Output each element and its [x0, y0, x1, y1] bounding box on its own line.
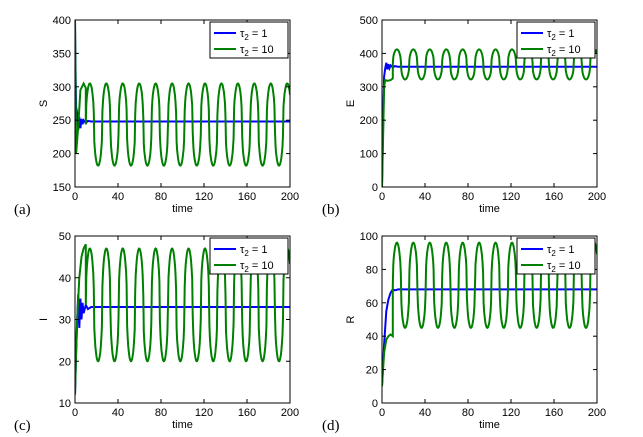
x-tick-label: 80	[155, 407, 167, 419]
legend-entry: τ2 = 1	[547, 244, 574, 258]
x-tick-label: 0	[379, 407, 385, 419]
panel-label: (c)	[14, 418, 31, 434]
series-line-tau2-1	[382, 62, 597, 187]
y-tick-label: 40	[366, 331, 378, 343]
x-tick-label: 160	[545, 407, 563, 419]
x-axis-label: time	[172, 203, 193, 215]
x-tick-label: 120	[195, 407, 213, 419]
legend-entry: τ2 = 1	[240, 28, 267, 42]
x-tick-label: 120	[195, 191, 213, 203]
series-line-tau2-1	[382, 288, 597, 387]
chart-panel-1: 0 40 80 120 160 200 150 200 250 300 350 400 time S (a)…	[14, 15, 299, 218]
x-tick-label: 80	[462, 191, 474, 203]
legend-box	[516, 237, 596, 275]
legend-entry: τ2 = 10	[547, 260, 581, 274]
x-tick-label: 160	[238, 407, 256, 419]
y-tick-label: 500	[360, 15, 378, 27]
x-tick-label: 200	[588, 407, 606, 419]
y-tick-label: 80	[366, 264, 378, 276]
x-tick-label: 0	[72, 191, 78, 203]
y-tick-label: 400	[360, 48, 378, 60]
y-tick-label: 0	[372, 398, 378, 410]
y-tick-label: 300	[53, 82, 71, 94]
x-axis-label: time	[479, 203, 500, 215]
panel-label: (b)	[322, 202, 340, 218]
y-tick-label: 250	[53, 115, 71, 127]
x-tick-label: 80	[462, 407, 474, 419]
legend-entry: τ2 = 10	[240, 44, 274, 58]
panel-label: (a)	[14, 202, 31, 218]
y-tick-label: 200	[360, 115, 378, 127]
y-tick-label: 100	[360, 149, 378, 161]
legend: τ2 = 1 τ2 = 10	[209, 21, 289, 59]
y-tick-label: 0	[372, 182, 378, 194]
x-tick-label: 40	[419, 191, 431, 203]
y-tick-label: 400	[53, 15, 71, 27]
x-axis-label: time	[479, 419, 500, 431]
x-axis-label: time	[172, 419, 193, 431]
series-line-tau2-10	[75, 20, 290, 167]
plot-frame	[381, 235, 598, 404]
x-tick-label: 40	[112, 407, 124, 419]
y-tick-label: 30	[59, 315, 71, 327]
x-tick-label: 40	[112, 191, 124, 203]
legend-entry: τ2 = 10	[240, 260, 274, 274]
y-tick-label: 10	[59, 398, 71, 410]
legend-entry: τ2 = 10	[547, 44, 581, 58]
legend-box	[516, 21, 596, 59]
x-tick-label: 200	[588, 191, 606, 203]
panel-label: (d)	[322, 418, 340, 434]
y-tick-label: 60	[366, 298, 378, 310]
y-axis-label: I	[38, 318, 50, 321]
x-tick-label: 40	[419, 407, 431, 419]
y-tick-label: 20	[59, 356, 71, 368]
y-tick-label: 300	[360, 82, 378, 94]
legend-box	[209, 21, 289, 59]
x-tick-label: 160	[238, 191, 256, 203]
x-tick-label: 160	[545, 191, 563, 203]
y-tick-label: 150	[53, 182, 71, 194]
x-tick-label: 120	[502, 407, 520, 419]
legend-entry: τ2 = 1	[547, 28, 574, 42]
plot-frame	[74, 19, 291, 188]
y-tick-label: 20	[366, 365, 378, 377]
legend-box	[209, 237, 289, 275]
y-axis-label: E	[345, 100, 357, 107]
x-tick-label: 120	[502, 191, 520, 203]
y-tick-label: 100	[360, 231, 378, 243]
y-tick-label: 200	[53, 149, 71, 161]
legend: τ2 = 1 τ2 = 10	[516, 237, 596, 275]
legend: τ2 = 1 τ2 = 10	[516, 21, 596, 59]
plot-frame	[381, 19, 598, 188]
x-tick-label: 200	[281, 191, 299, 203]
legend-entry: τ2 = 1	[240, 244, 267, 258]
y-axis-label: R	[345, 315, 357, 323]
series-line-tau2-10	[382, 48, 597, 187]
y-tick-label: 50	[59, 231, 71, 243]
chart-panel-4: 0 40 80 120 160 200 0 20 40 60 80 100 time R (d) τ2 = 1…	[322, 231, 606, 434]
x-tick-label: 80	[155, 191, 167, 203]
x-tick-label: 0	[72, 407, 78, 419]
y-axis-label: S	[38, 100, 50, 107]
legend: τ2 = 1 τ2 = 10	[209, 237, 289, 275]
y-tick-label: 40	[59, 273, 71, 285]
x-tick-label: 200	[281, 407, 299, 419]
x-tick-label: 0	[379, 191, 385, 203]
chart-panel-2: 0 40 80 120 160 200 0 100 200 300 400 500 time E (b) τ2…	[322, 15, 606, 218]
y-tick-label: 350	[53, 48, 71, 60]
